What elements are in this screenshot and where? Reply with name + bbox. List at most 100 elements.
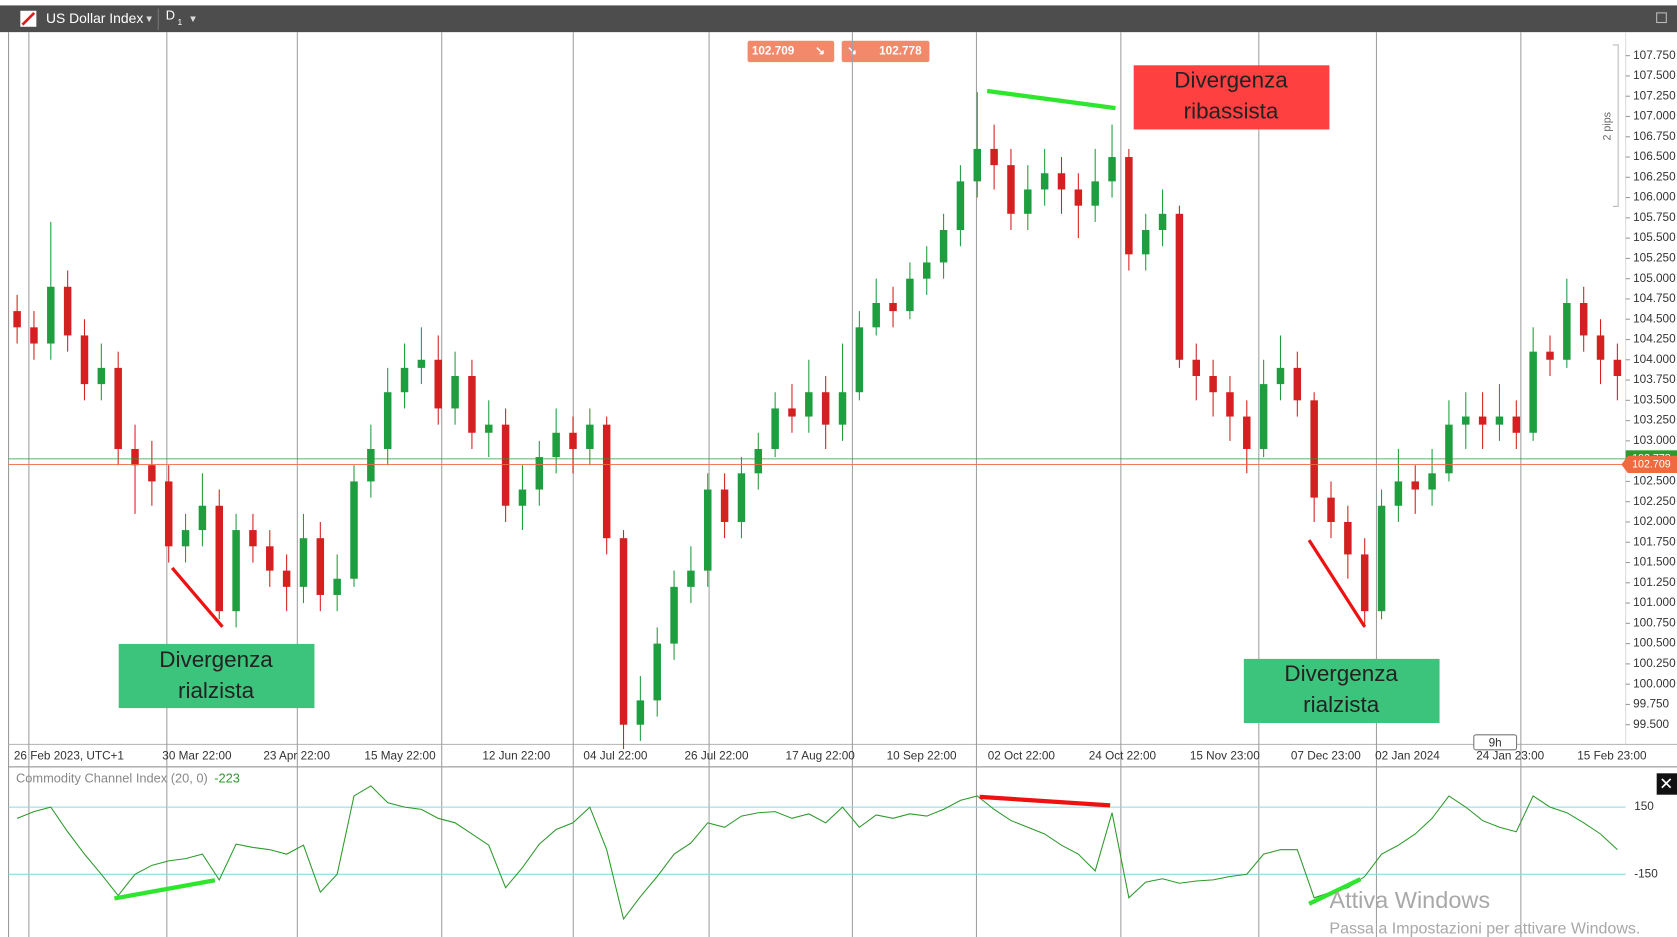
candle-body <box>670 586 678 644</box>
annotation-box <box>1133 65 1330 130</box>
bid-label-box <box>1621 455 1677 474</box>
y-tick-label: 106.000 <box>1633 191 1676 204</box>
candle-body <box>518 489 527 506</box>
divergence-line <box>1307 539 1367 628</box>
candle-body <box>1243 416 1251 449</box>
annotation-text: Divergenza <box>1284 661 1398 686</box>
candle-body <box>704 489 712 571</box>
x-tick-label: 26 Feb 2023, UTC+1 <box>14 749 124 762</box>
candle-body <box>687 570 695 587</box>
candle-body <box>1428 473 1436 490</box>
candle-body <box>1579 303 1588 336</box>
candle-body <box>535 457 544 490</box>
y-tick-label: 100.500 <box>1633 637 1676 650</box>
candle-body <box>1226 392 1234 417</box>
candle-body <box>653 643 661 701</box>
annotation-text: rialzista <box>178 678 255 703</box>
candle-body <box>1125 157 1133 255</box>
y-tick-label: 105.250 <box>1633 252 1676 265</box>
x-tick-label: 04 Jul 22:00 <box>583 749 647 762</box>
pips-label: 2 pips <box>1601 112 1613 141</box>
candle-body <box>990 148 998 166</box>
y-tick-label: 101.500 <box>1633 556 1676 569</box>
candle-body <box>367 448 375 482</box>
x-tick-label: 15 Feb 23:00 <box>1577 749 1647 762</box>
y-tick-label: 104.500 <box>1633 312 1676 325</box>
candle-body <box>855 327 864 393</box>
candle-body <box>737 473 746 522</box>
bid-label: 102.709 <box>1632 458 1671 470</box>
y-tick-label: 103.500 <box>1633 393 1676 406</box>
candle-body <box>1158 213 1167 231</box>
candle-body <box>1344 521 1352 555</box>
buy-button[interactable] <box>841 40 930 63</box>
y-tick-label: 100.000 <box>1633 677 1676 690</box>
close-button[interactable] <box>1656 773 1677 795</box>
candle-body <box>1596 335 1605 360</box>
sell-button[interactable] <box>747 40 835 63</box>
popout-icon[interactable] <box>1656 12 1667 24</box>
y-tick-label: 107.750 <box>1633 49 1676 62</box>
annotation-text: Divergenza <box>159 647 273 672</box>
candle-body <box>350 481 358 579</box>
timeframe[interactable]: D <box>166 7 175 22</box>
candle-body <box>889 303 897 312</box>
y-tick-label: 103.750 <box>1633 373 1676 386</box>
y-tick-label: 106.250 <box>1633 170 1676 183</box>
y-tick-label: 106.750 <box>1633 130 1676 143</box>
dropdown-arrow[interactable]: ▼ <box>188 14 198 25</box>
annotation-text: ribassista <box>1184 98 1279 123</box>
dropdown-arrow[interactable]: ▼ <box>144 14 154 25</box>
annotation-box <box>118 643 315 709</box>
divergence-line <box>114 878 216 901</box>
candle-body <box>906 278 914 312</box>
annotation-box <box>1243 658 1440 724</box>
y-tick-label: 105.000 <box>1633 272 1676 285</box>
y-tick-label: 103.250 <box>1633 414 1676 427</box>
candle-body <box>1057 173 1066 190</box>
candle-body <box>215 505 223 612</box>
y-tick-label: 107.500 <box>1633 69 1676 82</box>
candle-body <box>1108 157 1116 182</box>
pips-bracket <box>1612 44 1619 208</box>
candle-body <box>1007 165 1015 214</box>
candle-body <box>1394 481 1403 506</box>
candle-body <box>383 392 392 449</box>
candle-body <box>1276 367 1285 385</box>
divergence-line <box>1308 877 1362 906</box>
x-tick-label: 10 Sep 22:00 <box>887 749 957 762</box>
x-tick-label: 24 Oct 22:00 <box>1089 749 1157 762</box>
close-icon: ✕ <box>1659 775 1673 794</box>
x-tick-label: 02 Jan 2024 <box>1375 749 1440 762</box>
symbol-name[interactable]: US Dollar Index <box>46 10 143 26</box>
indicator-value: -223 <box>214 771 240 786</box>
candle-body <box>771 408 779 449</box>
candle-body <box>1259 384 1268 449</box>
y-tick-label: 106.500 <box>1633 150 1676 163</box>
y-tick-label: -150 <box>1634 867 1658 880</box>
candle-body <box>501 424 510 506</box>
candle-body <box>1478 416 1487 425</box>
watermark-title: Attiva Windows <box>1329 887 1490 913</box>
candle-body <box>30 327 38 344</box>
candle-body <box>114 367 122 449</box>
toolbar <box>0 5 1677 33</box>
candle-body <box>1529 351 1537 433</box>
candle-body <box>619 538 628 725</box>
candle-body <box>1091 181 1099 206</box>
candle-body <box>282 570 291 587</box>
candle-body <box>1074 189 1083 206</box>
y-tick-label: 104.000 <box>1633 353 1676 366</box>
indicator-title: Commodity Channel Index (20, 0) -223 <box>16 771 240 786</box>
annotation-text: rialzista <box>1303 692 1380 717</box>
y-tick-label: 102.500 <box>1633 475 1676 488</box>
y-tick-label: 105.750 <box>1633 211 1676 224</box>
candle-body <box>1462 416 1470 425</box>
x-tick-label: 26 Jul 22:00 <box>684 749 748 762</box>
candle-body <box>922 262 931 279</box>
candle-body <box>1563 303 1571 360</box>
x-tick-label: 17 Aug 22:00 <box>786 749 856 762</box>
x-tick-label: 24 Jan 23:00 <box>1476 749 1544 762</box>
